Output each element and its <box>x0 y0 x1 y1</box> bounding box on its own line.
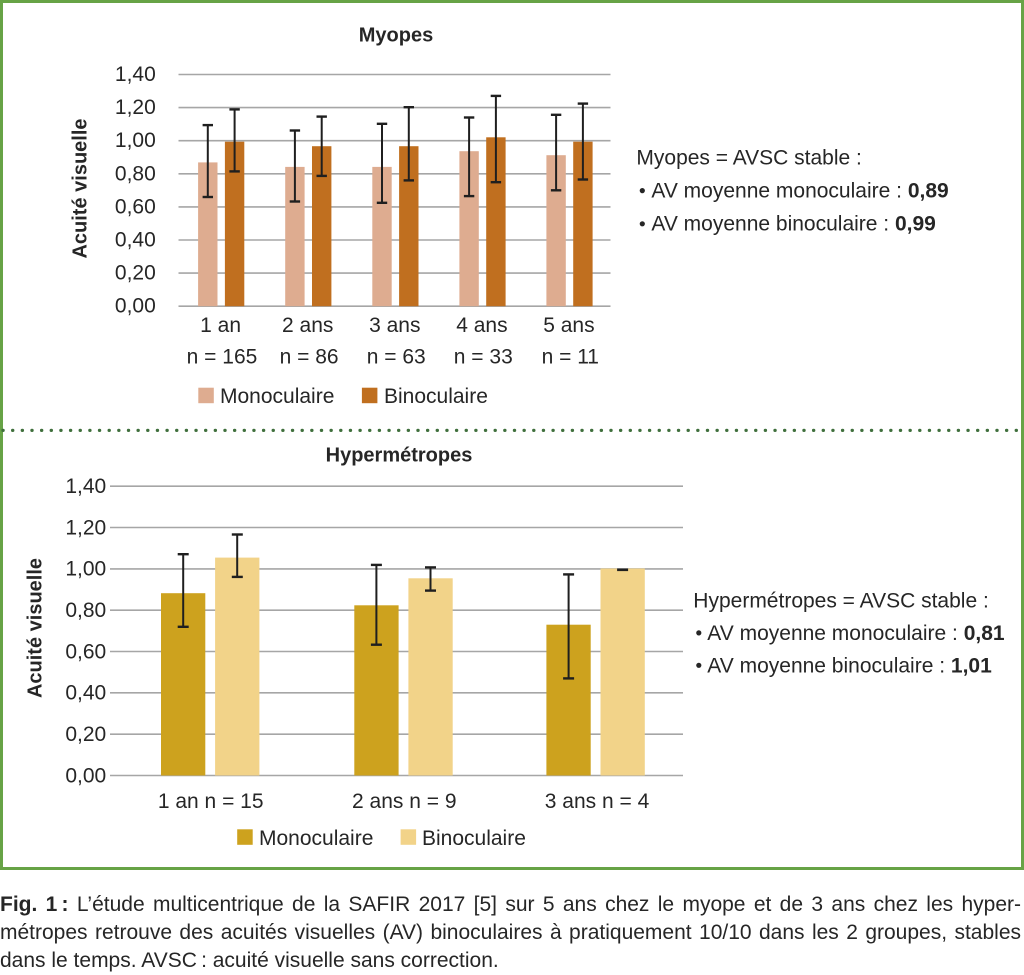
svg-text:0,00: 0,00 <box>115 295 156 318</box>
svg-text:Acuité visuelle: Acuité visuelle <box>70 118 92 258</box>
svg-text:1,40: 1,40 <box>65 475 106 498</box>
svg-text:0,60: 0,60 <box>65 640 106 663</box>
svg-text:1,20: 1,20 <box>65 516 106 539</box>
svg-text:0,80: 0,80 <box>115 162 156 185</box>
svg-text:AV moyenne binoculaire : 1,01: AV moyenne binoculaire : 1,01 <box>707 654 992 677</box>
svg-text:1,00: 1,00 <box>115 129 156 152</box>
svg-text:0,40: 0,40 <box>115 229 156 252</box>
svg-text:1 an n = 15: 1 an n = 15 <box>158 790 264 813</box>
svg-text:Binoculaire: Binoculaire <box>422 827 526 850</box>
svg-text:n = 165: n = 165 <box>187 346 258 369</box>
svg-text:n = 33: n = 33 <box>454 346 513 369</box>
svg-text:Acuité visuelle: Acuité visuelle <box>25 558 47 698</box>
svg-text:n = 63: n = 63 <box>367 346 426 369</box>
svg-text:Binoculaire: Binoculaire <box>384 385 488 408</box>
svg-text:2 ans: 2 ans <box>282 314 333 337</box>
svg-text:0,00: 0,00 <box>65 764 106 787</box>
svg-text:n = 86: n = 86 <box>280 346 339 369</box>
svg-text:1,00: 1,00 <box>65 558 106 581</box>
svg-text:Myopes: Myopes <box>359 24 433 46</box>
svg-text:4 ans: 4 ans <box>456 314 507 337</box>
svg-text:1 an: 1 an <box>200 314 241 337</box>
svg-text:Hypermétropes = AVSC stable :: Hypermétropes = AVSC stable : <box>693 589 989 612</box>
svg-text:0,80: 0,80 <box>65 599 106 622</box>
svg-text:Myopes = AVSC stable :: Myopes = AVSC stable : <box>636 147 861 170</box>
svg-text:2 ans n = 9: 2 ans n = 9 <box>352 790 457 813</box>
svg-text:0,20: 0,20 <box>115 262 156 285</box>
svg-text:0,20: 0,20 <box>65 723 106 746</box>
svg-text:3 ans: 3 ans <box>369 314 420 337</box>
svg-text:0,40: 0,40 <box>65 682 106 705</box>
svg-text:3 ans n = 4: 3 ans n = 4 <box>545 790 650 813</box>
svg-text:0,60: 0,60 <box>115 195 156 218</box>
svg-text:AV moyenne monoculaire : 0,81: AV moyenne monoculaire : 0,81 <box>707 622 1005 645</box>
svg-text:Hypermétropes: Hypermétropes <box>326 444 473 466</box>
svg-text:1,40: 1,40 <box>115 63 156 86</box>
svg-text:AV moyenne binoculaire : 0,99: AV moyenne binoculaire : 0,99 <box>651 213 935 236</box>
svg-text:Monoculaire: Monoculaire <box>259 827 373 850</box>
svg-text:5 ans: 5 ans <box>543 314 594 337</box>
svg-text:n = 11: n = 11 <box>542 346 599 369</box>
svg-text:Monoculaire: Monoculaire <box>220 385 334 408</box>
svg-text:AV moyenne monoculaire : 0,89: AV moyenne monoculaire : 0,89 <box>651 179 948 202</box>
svg-text:1,20: 1,20 <box>115 96 156 119</box>
